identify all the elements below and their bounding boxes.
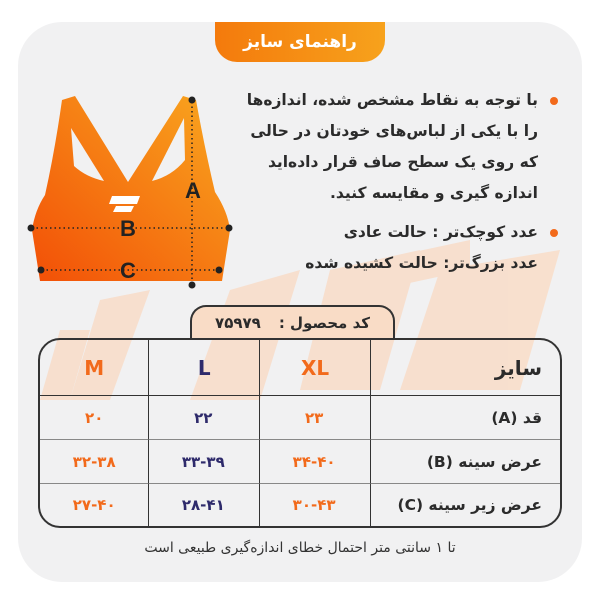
cell: ۳۳-۳۹ xyxy=(148,440,260,485)
product-code-value: ۷۵۹۷۹ xyxy=(215,314,261,332)
instruction-numbers: عدد کوچک‌تر : حالت عادی عدد بزرگ‌تر: حال… xyxy=(218,217,558,279)
size-table: سایز XL L M قد (A) ۲۳ ۲۲ ۲۰ عرض سینه (B)… xyxy=(38,338,562,528)
instruction-measure: با توجه به نقاط مشخص شده، اندازه‌ها را ب… xyxy=(218,85,558,209)
table-row: عرض سینه (B) ۳۴-۴۰ ۳۳-۳۹ ۳۲-۳۸ xyxy=(40,440,560,485)
header-size: سایز xyxy=(370,340,560,397)
row-label: قد (A) xyxy=(370,396,560,441)
label-a: A xyxy=(185,178,201,203)
cell: ۲۸-۴۱ xyxy=(148,484,259,526)
text-line: عدد کوچک‌تر : حالت عادی xyxy=(343,223,538,241)
text-line: با توجه به نقاط مشخص شده، اندازه‌ها xyxy=(246,91,538,109)
size-guide-title: راهنمای سایز xyxy=(215,22,385,62)
cell: ۲۷-۴۰ xyxy=(72,496,116,515)
cell: ۳۲-۳۸ xyxy=(40,440,149,485)
brand-logo-icon xyxy=(109,196,140,212)
instructions: با توجه به نقاط مشخص شده، اندازه‌ها را ب… xyxy=(218,85,558,279)
cell: ۲۲ xyxy=(148,396,260,441)
row-label: عرض زیر سینه (C) xyxy=(370,484,560,526)
table-row: عرض زیر سینه (C) ۳۰-۴۳ ۲۸-۴۱ ۲۷-۴۰ xyxy=(40,484,560,526)
cell: ۲۳ xyxy=(259,396,370,441)
text-line: عدد بزرگ‌تر: حالت کشیده شده xyxy=(305,254,538,272)
label-c: C xyxy=(120,258,136,283)
bullet-icon xyxy=(550,97,558,105)
cell: ۳۴-۴۰ xyxy=(259,440,370,485)
product-code-label: کد محصول : xyxy=(278,314,370,332)
text-line: که روی یک سطح صاف قرار داده‌اید xyxy=(267,153,538,171)
header-l: L xyxy=(148,340,260,397)
row-label: عرض سینه (B) xyxy=(370,440,560,485)
product-code: کد محصول : ۷۵۹۷۹ xyxy=(190,305,395,339)
footer-note: تا ۱ سانتی متر احتمال خطای اندازه‌گیری ط… xyxy=(144,540,456,556)
text-line: اندازه گیری و مقایسه کنید. xyxy=(330,184,538,202)
bullet-icon xyxy=(550,229,558,237)
label-b: B xyxy=(120,216,136,241)
header-m: M xyxy=(40,340,149,397)
text-line: را با یکی از لباس‌های خودتان در حالی xyxy=(250,122,538,140)
table-row: قد (A) ۲۳ ۲۲ ۲۰ xyxy=(40,396,560,441)
cell: ۲۰ xyxy=(40,396,149,441)
header-xl: XL xyxy=(259,340,370,397)
table-header-row: سایز XL L M xyxy=(40,340,560,397)
cell: ۳۰-۴۳ xyxy=(259,484,370,526)
sports-bra-illustration: A B C xyxy=(27,96,233,289)
